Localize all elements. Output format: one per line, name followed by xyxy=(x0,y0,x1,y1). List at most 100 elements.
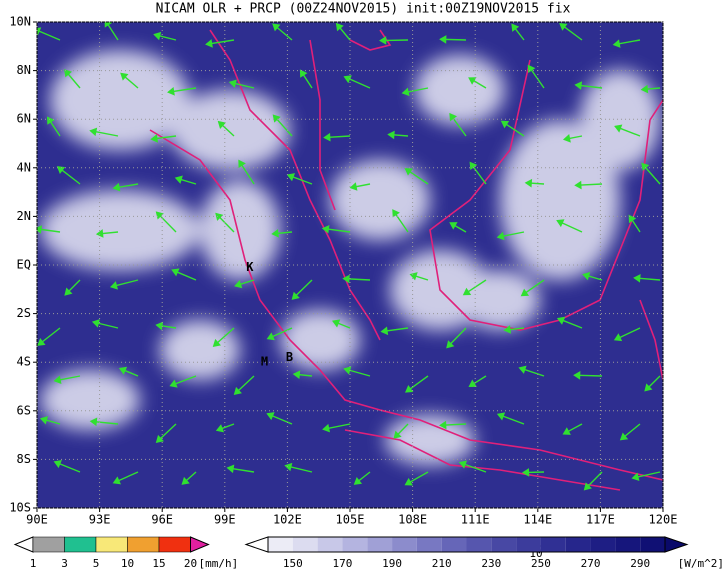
colorbar-segment xyxy=(95,536,128,553)
wind-arrow-head xyxy=(226,464,235,474)
wind-arrow-head xyxy=(215,424,225,433)
y-tick-label: 4N xyxy=(17,160,31,174)
wind-arrow-head xyxy=(518,365,527,374)
x-tick-label: 90E xyxy=(26,513,48,527)
wind-arrow-head xyxy=(155,434,164,443)
wind-arrow-head xyxy=(633,274,641,283)
colorbar-segment xyxy=(32,536,65,553)
colorbar-segment xyxy=(416,537,442,552)
wind-arrow-head xyxy=(387,130,395,140)
wind-arrow-head xyxy=(468,379,477,388)
colorbar-segment xyxy=(367,537,393,552)
colorbar-segment xyxy=(268,537,293,552)
wind-arrow-head xyxy=(291,291,300,300)
y-tick-label: 6S xyxy=(17,403,31,417)
colorbar-label: 190 xyxy=(382,557,402,570)
wind-arrow-head xyxy=(155,321,164,331)
colorbar-label: 230 xyxy=(481,557,501,570)
wind-arrow-head xyxy=(562,427,571,435)
wind-arrow-head xyxy=(37,337,46,346)
x-tick-label: 102E xyxy=(273,513,302,527)
wind-arrow-head xyxy=(559,23,568,31)
wind-arrow-head xyxy=(404,477,413,486)
x-tick-label: 93E xyxy=(89,513,111,527)
wind-arrow-head xyxy=(353,476,363,485)
wind-arrow-head xyxy=(64,287,73,296)
colorbar-unit: [W/m^2] xyxy=(678,557,724,570)
wind-arrow-head xyxy=(392,209,400,218)
wind-arrow-head xyxy=(215,212,224,221)
wind-arrow-head xyxy=(155,211,164,220)
wind-arrow-head xyxy=(89,417,98,427)
colorbar-label: 270 xyxy=(581,557,601,570)
colorbar-label: 10 xyxy=(121,557,134,570)
wind-arrow-head xyxy=(217,120,226,129)
wind-arrow-head xyxy=(292,370,301,380)
colorbar-segment xyxy=(615,537,641,552)
colorbar-segment xyxy=(127,536,160,553)
wind-arrow-head xyxy=(556,316,566,325)
wind-arrow-head xyxy=(631,472,640,482)
y-tick-label: 6N xyxy=(17,112,31,126)
colorbar-segment xyxy=(392,537,417,552)
wind-arrow-head xyxy=(153,31,162,41)
wind-arrow-head xyxy=(644,383,653,392)
wind-arrow-head xyxy=(322,423,331,433)
wind-arrow-head xyxy=(449,112,458,122)
x-tick-label: 105E xyxy=(336,513,365,527)
wind-arrow-head xyxy=(234,279,243,289)
wind-arrow-head xyxy=(112,476,122,485)
colorbar-label: 250 xyxy=(531,557,551,570)
wind-arrow-head xyxy=(628,214,637,224)
wind-arrow-head xyxy=(299,69,308,78)
y-tick-label: 2S xyxy=(17,306,31,320)
wind-arrow-head xyxy=(343,366,352,375)
wind-arrow-head xyxy=(266,332,275,341)
wind-arrow-head xyxy=(468,77,477,85)
colorbar-segment xyxy=(540,537,566,552)
wind-arrow-head xyxy=(496,231,505,241)
colorbar-segment xyxy=(292,537,318,552)
place-label: M xyxy=(261,355,268,369)
y-tick-label: EQ xyxy=(17,258,31,272)
wind-arrow-head xyxy=(613,333,623,342)
y-tick-label: 10S xyxy=(9,501,31,515)
colorbar-label: 170 xyxy=(333,557,353,570)
wind-arrow-head xyxy=(272,23,281,32)
wind-arrow-head xyxy=(640,84,649,94)
x-tick-label: 111E xyxy=(461,513,490,527)
wind-arrow-head xyxy=(53,375,62,384)
wind-arrow-head xyxy=(332,319,341,328)
wind-arrow-head xyxy=(380,326,389,336)
colorbar-label: 20 xyxy=(184,557,197,570)
wind-arrow-head xyxy=(150,134,159,143)
colorbar-segment xyxy=(441,537,467,552)
x-tick-label: 117E xyxy=(586,513,615,527)
wind-arrow-head xyxy=(228,79,237,88)
wind-arrow-head xyxy=(404,168,413,176)
wind-arrow-head xyxy=(556,219,565,228)
wind-arrow-head xyxy=(343,75,352,84)
wind-arrow-head xyxy=(446,340,455,349)
wind-arrow-head xyxy=(53,460,62,469)
wind-arrow-head xyxy=(521,468,530,477)
wind-arrow-head xyxy=(37,225,43,234)
colorbar-over xyxy=(664,536,689,553)
wind-arrow-head xyxy=(238,159,246,169)
wind-arrow-head xyxy=(439,35,447,44)
wind-arrow-head xyxy=(349,182,358,191)
wind-arrow-head xyxy=(524,178,533,188)
colorbar-segment xyxy=(640,537,665,552)
wind-arrow-head xyxy=(582,272,591,281)
map-imagery xyxy=(37,22,663,508)
wind-arrow-head xyxy=(496,412,506,421)
wind-arrow-head xyxy=(205,39,213,48)
wind-arrow-head xyxy=(439,420,447,430)
colorbar-under xyxy=(244,536,269,553)
wind-arrow-head xyxy=(171,268,180,277)
wind-arrow-head xyxy=(562,134,571,143)
colorbar-unit: [mm/h] xyxy=(199,557,239,570)
wind-arrow-head xyxy=(181,476,190,485)
wind-arrow-head xyxy=(95,229,104,238)
wind-arrow-head xyxy=(462,287,472,296)
